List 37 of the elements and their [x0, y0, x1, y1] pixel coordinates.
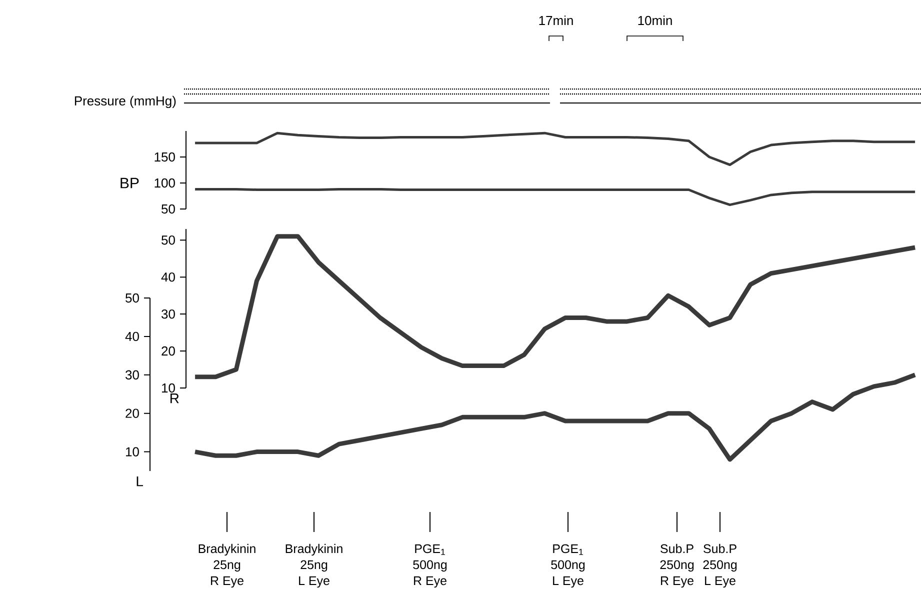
text: PGE$_{1}$	[415, 544, 445, 555]
text: R Eye	[211, 576, 244, 588]
y-tick-label: 20	[126, 408, 139, 418]
text: 25ng	[214, 560, 240, 572]
text: 250ng	[703, 560, 737, 572]
text: Bradykinin	[198, 544, 256, 556]
text: 500ng	[413, 560, 447, 572]
y-tick-label: 100	[154, 178, 175, 188]
y-tick-label: 40	[161, 272, 175, 282]
y-tick-label: 10	[162, 383, 175, 393]
y-tick-label: 50	[162, 204, 175, 214]
y-axis-title: BP	[120, 178, 139, 188]
text: Sub.P	[660, 544, 694, 554]
text: L Eye	[553, 576, 584, 588]
y-tick-label: 150	[154, 152, 175, 162]
text: Sub.P	[704, 544, 736, 554]
y-tick-label: 20	[162, 346, 175, 356]
text: L Eye	[705, 576, 736, 588]
text: Pressure (mmHg)	[74, 96, 176, 108]
text: 250ng	[660, 560, 694, 572]
y-tick-label: 30	[162, 309, 175, 319]
text: R Eye	[414, 576, 446, 588]
y-tick-label: 40	[125, 332, 139, 342]
text: Bradykinin	[286, 544, 342, 556]
text: 17min	[539, 16, 573, 25]
text: L Eye	[299, 576, 330, 588]
y-axis-title: R	[170, 394, 179, 404]
y-axis-title: L	[136, 476, 144, 486]
text: PGE$_{1}$	[553, 544, 583, 555]
y-tick-label: 30	[126, 370, 139, 380]
y-tick-label: 50	[162, 235, 175, 245]
text: R Eye	[661, 576, 694, 588]
text: 10min	[638, 16, 672, 26]
text: 25ng	[300, 560, 328, 572]
y-tick-label: 50	[126, 293, 139, 303]
y-tick-label: 10	[126, 447, 139, 456]
text: 500ng	[551, 560, 585, 572]
